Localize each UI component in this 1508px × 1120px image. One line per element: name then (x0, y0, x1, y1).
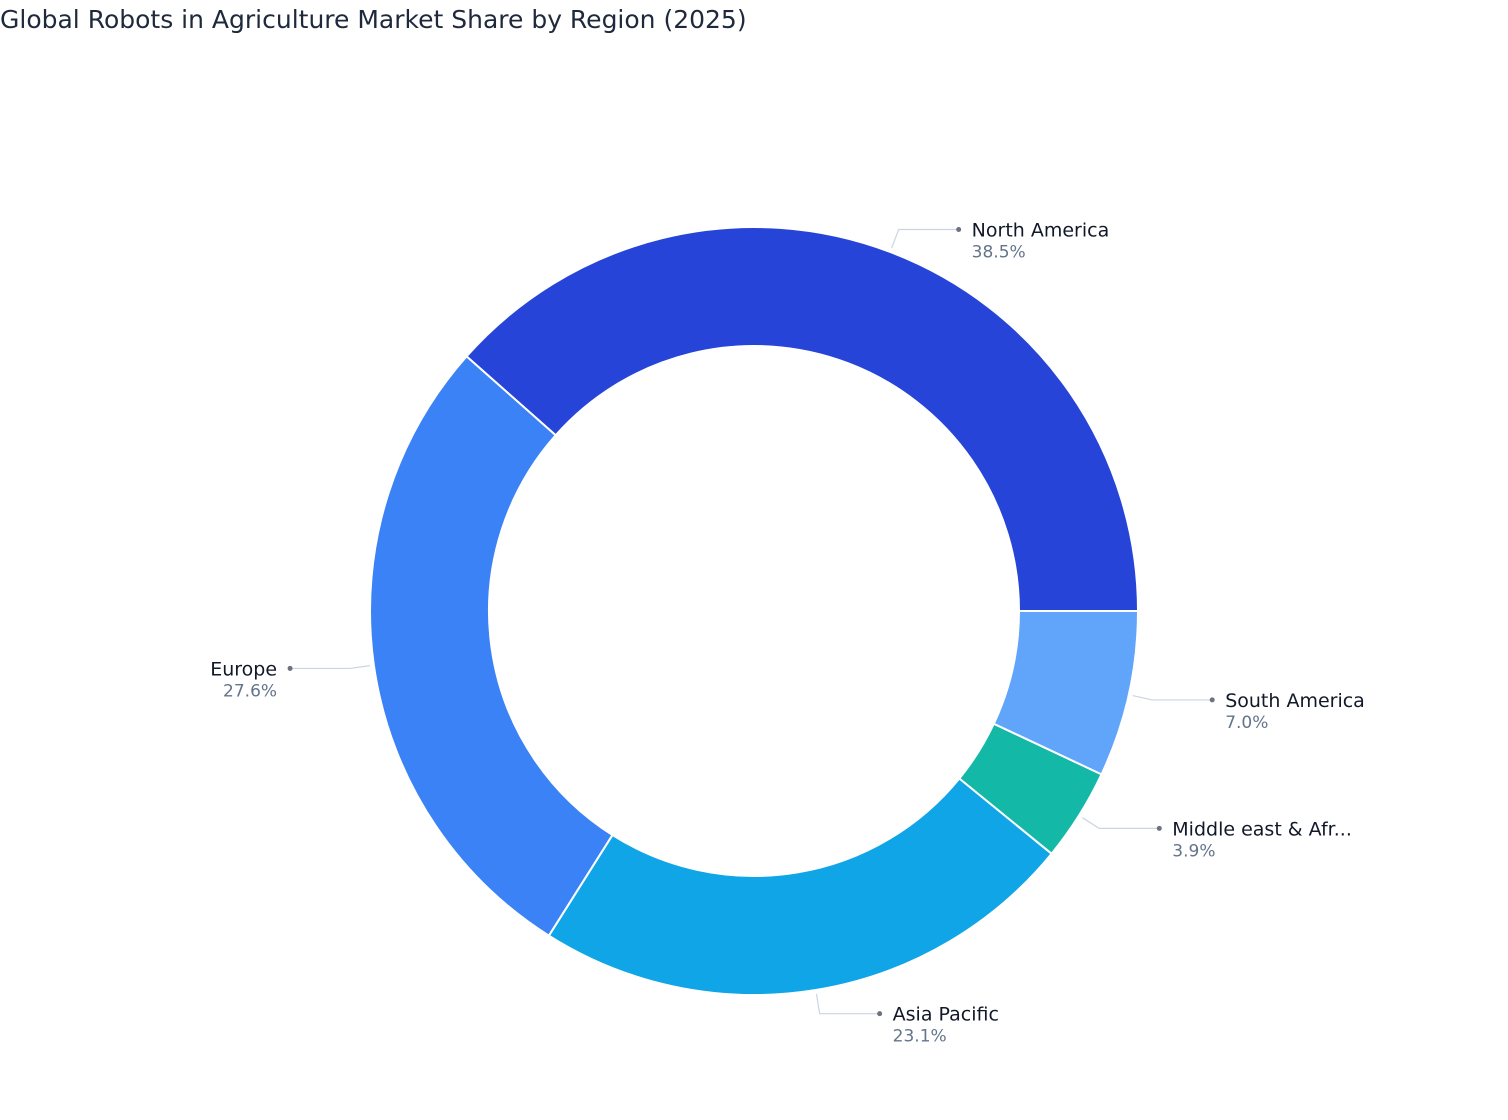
slice (547, 777, 1053, 996)
slice (465, 226, 1140, 612)
leader-line (290, 665, 370, 670)
leader-line (815, 993, 880, 1015)
leader-dot (287, 665, 293, 671)
slice-value-label: 27.6% (223, 681, 277, 701)
leader-line (1132, 694, 1213, 701)
slice-label: Asia Pacific (893, 1004, 999, 1026)
slice-label: Middle east & Afr... (1172, 818, 1352, 840)
leader-line (891, 228, 959, 249)
slice-value-label: 38.5% (972, 243, 1026, 263)
chart-title: Global Robots in Agriculture Market Shar… (0, 5, 747, 34)
leader-dot (877, 1011, 883, 1017)
slice-value-label: 7.0% (1225, 713, 1268, 733)
slice-label: South America (1225, 690, 1365, 712)
slice (369, 354, 614, 938)
slice-label: North America (972, 220, 1110, 242)
slice-label: Europe (210, 658, 277, 680)
leader-dot (1209, 697, 1215, 703)
slice (992, 610, 1140, 776)
leader-dot (1156, 825, 1162, 831)
leader-dot (956, 227, 962, 233)
slice-value-label: 23.1% (893, 1027, 947, 1047)
slice-value-label: 3.9% (1172, 841, 1215, 861)
leader-line (1082, 817, 1160, 829)
